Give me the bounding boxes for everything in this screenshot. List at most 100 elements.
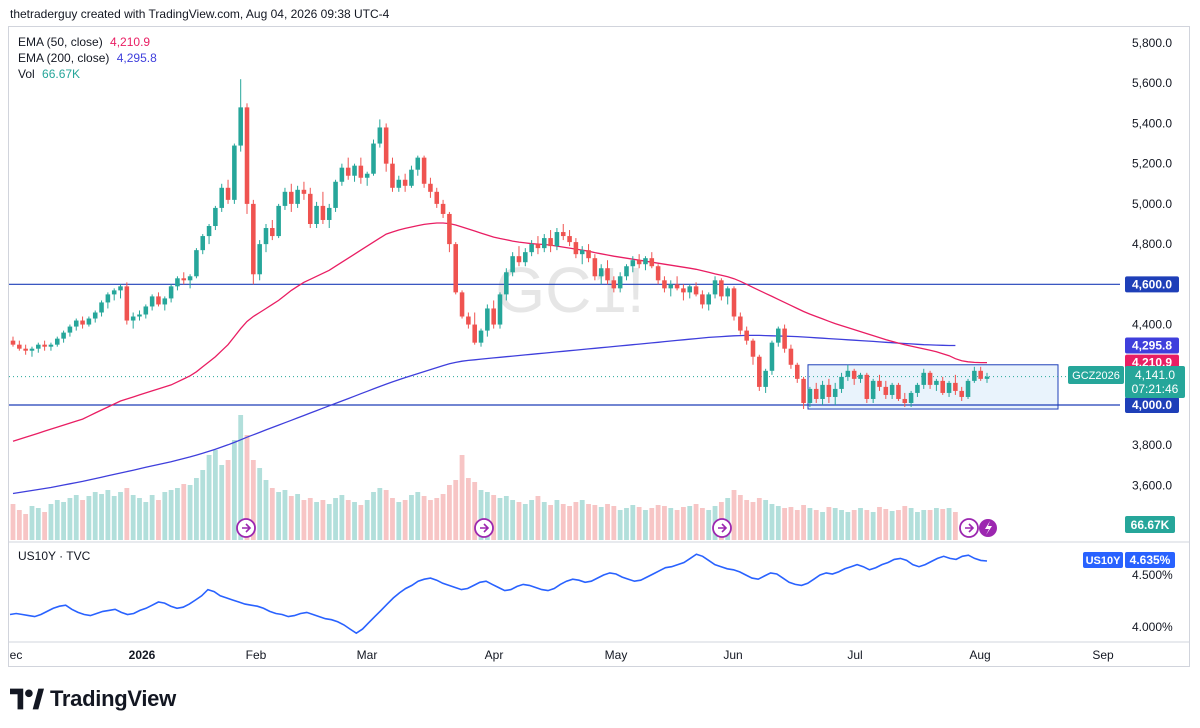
- candle-body: [181, 278, 187, 281]
- candle-body: [655, 266, 661, 281]
- time-axis-label: Jun: [723, 648, 742, 662]
- candle-body: [263, 228, 269, 245]
- legend-ema200-label: EMA (200, close): [18, 51, 110, 65]
- volume-bar: [725, 498, 731, 540]
- volume-bar: [86, 496, 92, 540]
- volume-bar: [801, 505, 806, 540]
- ema200-badge: 4,295.8: [1132, 339, 1172, 353]
- volume-bar: [130, 495, 136, 540]
- candle-body: [428, 183, 433, 192]
- volume-bar: [478, 490, 484, 540]
- candle-body: [636, 260, 642, 265]
- volume-bar: [674, 510, 680, 540]
- event-marker-arrow: [965, 523, 975, 533]
- volume-bar: [288, 496, 294, 540]
- volume-bar: [307, 498, 313, 540]
- candle-body: [491, 308, 496, 325]
- candle-body: [149, 296, 155, 307]
- candle-body: [143, 306, 149, 315]
- time-axis-label: Aug: [969, 648, 990, 662]
- candle-body: [333, 181, 338, 208]
- volume-bar: [750, 502, 756, 540]
- candle-body: [10, 340, 16, 345]
- candle-body: [54, 338, 60, 345]
- volume-bar: [371, 492, 376, 540]
- candle-body: [516, 256, 522, 263]
- candle-body: [200, 236, 206, 251]
- candle-body: [17, 344, 22, 349]
- candle-body: [567, 236, 572, 243]
- volume-bar: [465, 478, 471, 540]
- candle-body: [213, 207, 218, 227]
- candle-body: [307, 193, 313, 224]
- price-axis-tick: 5,400.0: [1132, 116, 1172, 130]
- candle-body: [86, 318, 92, 325]
- event-marker-arrow: [242, 523, 252, 533]
- volume-bar: [301, 500, 307, 540]
- volume-bar: [162, 492, 168, 540]
- candle-body: [485, 308, 490, 331]
- candle-body: [402, 179, 408, 186]
- us10y-axis-tick: 4.000%: [1132, 620, 1173, 634]
- volume-bar: [402, 500, 408, 540]
- candle-body: [314, 205, 319, 224]
- volume-bar: [826, 507, 832, 540]
- candle-body: [289, 191, 294, 204]
- volume-bar: [756, 498, 762, 540]
- tradingview-logo[interactable]: TradingView: [10, 686, 176, 712]
- volume-bar: [896, 510, 901, 540]
- volume-bar: [630, 505, 636, 540]
- candle-body: [345, 167, 351, 176]
- volume-bar: [858, 508, 863, 540]
- legend-volume[interactable]: Vol 66.67K: [18, 66, 157, 82]
- volume-bar: [238, 415, 244, 540]
- volume-bar: [434, 498, 440, 540]
- candle-body: [390, 163, 395, 188]
- volume-bar: [333, 498, 338, 540]
- candle-body: [466, 316, 471, 325]
- candle-body: [510, 256, 515, 273]
- candle-body: [124, 286, 130, 321]
- symbol-badge: GCZ2026: [1072, 370, 1120, 382]
- time-axis-label: 2026: [129, 648, 156, 662]
- legend-vol-value: 66.67K: [42, 67, 81, 81]
- volume-bar: [345, 500, 351, 540]
- legend-ema200[interactable]: EMA (200, close) 4,295.8: [18, 50, 157, 66]
- candle-body: [794, 364, 800, 379]
- candle-body: [560, 232, 566, 237]
- level-high-badge-bg: [1125, 276, 1179, 293]
- last-price-badge-bg: [1125, 366, 1185, 398]
- price-axis-tick: 3,600.0: [1132, 478, 1172, 492]
- volume-bar: [67, 498, 73, 540]
- us10y-legend[interactable]: US10Y · TVC: [18, 549, 91, 563]
- ema200-badge-bg: [1125, 337, 1179, 354]
- symbol-watermark: GC1!: [495, 254, 644, 326]
- volume-bar: [522, 504, 528, 540]
- legend-ema50[interactable]: EMA (50, close) 4,210.9: [18, 34, 157, 50]
- price-axis-tick: 5,000.0: [1132, 197, 1172, 211]
- candle-body: [883, 386, 889, 395]
- candle-body: [965, 380, 971, 397]
- volume-bar: [326, 504, 332, 540]
- volume-bar: [339, 495, 345, 540]
- candle-body: [320, 205, 326, 220]
- symbol-badge-bg: [1068, 366, 1124, 384]
- volume-bar: [933, 508, 939, 540]
- candle-body: [801, 378, 806, 403]
- candle-body: [244, 107, 250, 204]
- volume-bar: [617, 510, 623, 540]
- volume-bar: [915, 512, 920, 540]
- candle-body: [554, 232, 560, 247]
- candle-body: [529, 244, 534, 253]
- volume-bar: [409, 495, 414, 540]
- candle-body: [978, 370, 983, 379]
- candle-body: [649, 258, 655, 267]
- candle-body: [630, 260, 636, 267]
- time-axis-label: ec: [10, 648, 23, 662]
- candle-body: [681, 288, 686, 293]
- volume-bar: [320, 500, 326, 540]
- candle-body: [750, 340, 756, 357]
- candle-body: [864, 374, 870, 399]
- candle-body: [586, 250, 591, 259]
